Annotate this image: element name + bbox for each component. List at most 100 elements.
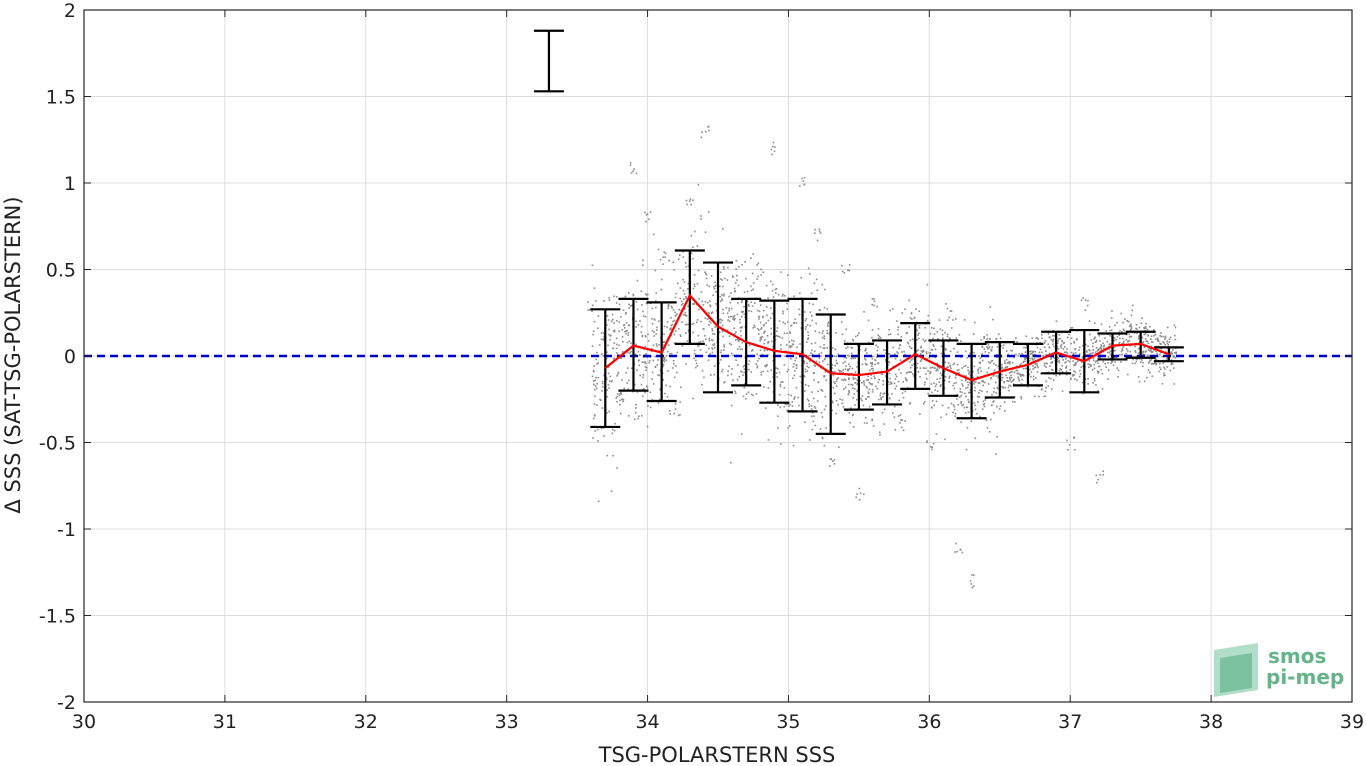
scatter-point xyxy=(645,353,647,355)
scatter-point xyxy=(710,312,713,315)
scatter-point xyxy=(1094,361,1097,363)
scatter-point xyxy=(823,444,826,447)
scatter-point xyxy=(679,414,681,416)
scatter-point xyxy=(963,406,966,409)
scatter-point xyxy=(988,346,991,348)
scatter-point xyxy=(816,289,819,292)
scatter-point xyxy=(941,374,943,377)
scatter-point xyxy=(1140,361,1142,364)
scatter-point xyxy=(808,366,810,369)
scatter-point xyxy=(721,330,724,333)
scatter-point xyxy=(919,367,922,369)
scatter-point xyxy=(898,347,900,350)
scatter-point xyxy=(1124,318,1126,320)
scatter-point xyxy=(894,353,896,356)
scatter-point xyxy=(655,300,657,302)
scatter-point xyxy=(711,328,714,330)
scatter-point xyxy=(704,231,707,233)
scatter-point xyxy=(897,352,899,355)
scatter-point xyxy=(845,365,847,367)
scatter-point xyxy=(851,414,854,417)
scatter-point xyxy=(1097,372,1099,374)
scatter-point xyxy=(613,357,616,360)
scatter-point xyxy=(818,361,821,364)
scatter-point xyxy=(682,250,684,253)
scatter-point xyxy=(689,198,692,200)
scatter-point xyxy=(926,319,929,322)
scatter-point xyxy=(959,390,961,393)
scatter-point xyxy=(685,266,687,268)
scatter-point xyxy=(842,362,845,364)
scatter-point xyxy=(1135,323,1138,326)
scatter-point xyxy=(836,362,839,365)
scatter-point xyxy=(882,392,885,395)
scatter-point xyxy=(835,359,838,362)
scatter-point xyxy=(1150,341,1153,343)
scatter-point xyxy=(1144,351,1147,353)
scatter-point xyxy=(999,337,1002,340)
scatter-point xyxy=(1044,339,1047,342)
scatter-point xyxy=(994,381,997,384)
scatter-point xyxy=(723,293,725,295)
scatter-point xyxy=(711,329,714,332)
scatter-point xyxy=(653,318,656,321)
scatter-point xyxy=(703,328,705,330)
scatter-point xyxy=(715,291,717,293)
scatter-point xyxy=(790,357,792,360)
scatter-point xyxy=(698,297,700,300)
scatter-point xyxy=(1058,361,1061,364)
scatter-point xyxy=(963,375,966,377)
scatter-point xyxy=(1134,351,1137,354)
scatter-point xyxy=(1114,361,1116,363)
scatter-point xyxy=(978,382,981,384)
scatter-point xyxy=(1080,361,1083,363)
scatter-point xyxy=(831,400,834,402)
scatter-point xyxy=(945,413,948,416)
scatter-point xyxy=(995,356,998,359)
scatter-point xyxy=(1031,354,1034,356)
scatter-point xyxy=(1008,389,1010,392)
scatter-point xyxy=(704,301,707,303)
scatter-point xyxy=(867,375,869,378)
scatter-point xyxy=(616,393,619,395)
scatter-point xyxy=(612,454,614,457)
scatter-point xyxy=(931,406,933,409)
scatter-point xyxy=(793,321,795,324)
scatter-point xyxy=(806,365,809,368)
scatter-point xyxy=(1086,304,1089,307)
scatter-point xyxy=(1130,335,1133,338)
scatter-point xyxy=(1036,346,1039,349)
scatter-point xyxy=(1069,357,1072,360)
scatter-point xyxy=(799,375,802,378)
scatter-point xyxy=(1119,337,1121,340)
scatter-point xyxy=(871,419,873,422)
scatter-point xyxy=(891,382,893,385)
scatter-point xyxy=(666,321,669,323)
scatter-point xyxy=(1154,333,1157,336)
scatter-point xyxy=(721,329,724,332)
scatter-point xyxy=(644,315,647,318)
scatter-point xyxy=(863,311,865,313)
scatter-point xyxy=(606,389,609,391)
scatter-point xyxy=(770,148,773,151)
scatter-point xyxy=(683,293,686,295)
scatter-point xyxy=(803,390,806,392)
scatter-point xyxy=(1170,351,1172,354)
scatter-point xyxy=(613,342,616,344)
scatter-point xyxy=(794,318,796,321)
scatter-point xyxy=(938,381,941,383)
scatter-point xyxy=(1155,358,1158,361)
scatter-point xyxy=(883,408,886,411)
scatter-point xyxy=(1011,361,1014,364)
scatter-point xyxy=(931,366,934,369)
scatter-point xyxy=(1015,337,1017,339)
scatter-point xyxy=(862,493,865,496)
scatter-point xyxy=(1010,376,1013,379)
scatter-point xyxy=(1108,343,1111,346)
scatter-point xyxy=(732,317,735,319)
scatter-point xyxy=(649,211,652,213)
scatter-point xyxy=(936,390,939,393)
scatter-point xyxy=(711,348,714,350)
scatter-point xyxy=(622,400,624,403)
scatter-point xyxy=(743,291,746,293)
